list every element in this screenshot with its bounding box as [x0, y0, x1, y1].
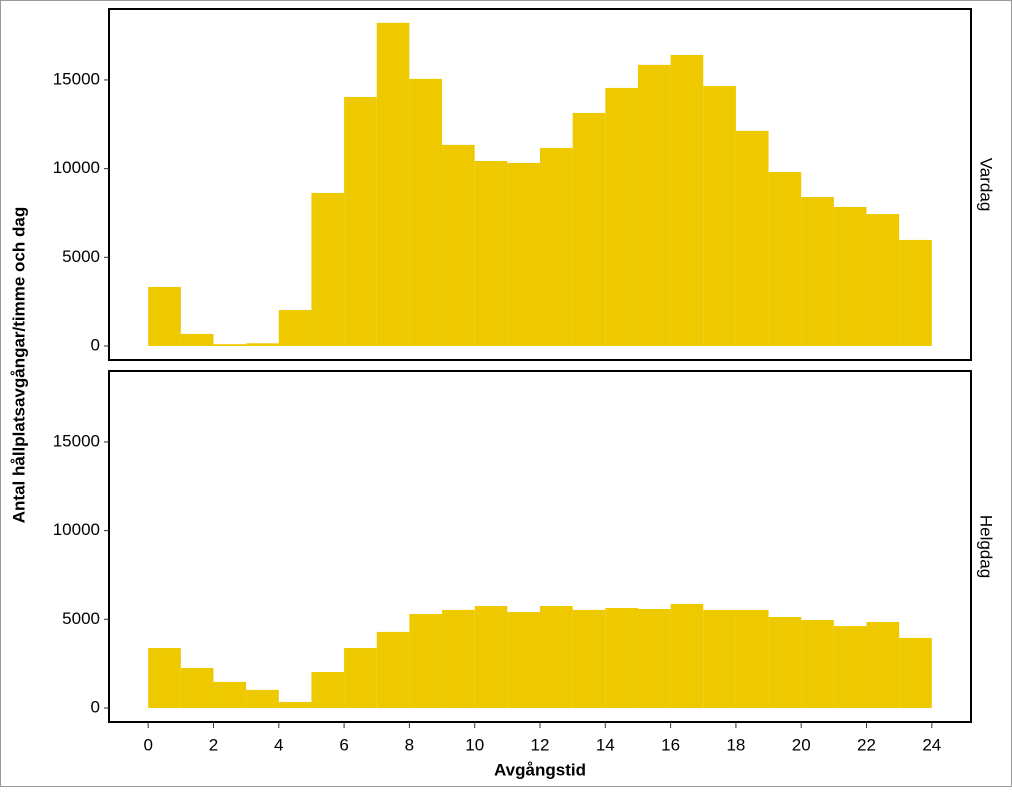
bar	[344, 648, 377, 708]
x-tick-label: 10	[465, 735, 484, 754]
x-tick-label: 12	[531, 735, 550, 754]
bar	[866, 214, 900, 346]
bar	[180, 667, 214, 708]
x-axis-label: Avgångstid	[494, 760, 586, 779]
x-tick-label: 20	[792, 735, 811, 754]
bar	[670, 54, 704, 346]
x-tick-label: 16	[661, 735, 680, 754]
bar	[376, 22, 410, 346]
bar	[474, 606, 508, 708]
bar	[866, 621, 900, 708]
bar	[540, 606, 573, 708]
bar	[768, 171, 802, 346]
bar	[278, 701, 312, 708]
y-tick-label: 10000	[53, 158, 100, 177]
y-tick-label: 15000	[53, 69, 100, 88]
x-tick-label: 14	[596, 735, 615, 754]
bar	[311, 671, 345, 708]
bar	[605, 87, 638, 346]
bar	[605, 607, 638, 708]
x-tick-label: 22	[857, 735, 876, 754]
bar	[735, 609, 769, 708]
facet-label: Helgdag	[977, 515, 996, 578]
bar	[148, 648, 181, 708]
y-axis-label: Antal hållplatsavgångar/timme och dag	[9, 207, 28, 523]
y-tick-label: 15000	[53, 431, 100, 450]
bar	[180, 333, 214, 346]
y-tick-label: 0	[91, 697, 100, 716]
bar	[311, 192, 345, 346]
bar	[899, 239, 932, 346]
bar	[703, 85, 736, 346]
x-tick-label: 4	[274, 735, 283, 754]
bar	[442, 609, 475, 708]
bar	[572, 112, 606, 346]
bar	[540, 147, 573, 346]
x-tick-label: 6	[339, 735, 348, 754]
bar	[213, 344, 247, 346]
bar	[213, 681, 247, 708]
x-tick-label: 18	[726, 735, 745, 754]
bar	[246, 343, 279, 346]
bar	[474, 160, 508, 346]
bar	[833, 626, 867, 708]
bar	[801, 620, 834, 708]
y-tick-label: 10000	[53, 520, 100, 539]
y-tick-label: 5000	[62, 247, 100, 266]
bar	[768, 617, 802, 708]
bar	[833, 206, 867, 346]
bar	[670, 603, 704, 708]
bar	[572, 609, 606, 708]
facet-label: Vardag	[977, 158, 996, 212]
bar	[442, 144, 475, 346]
bar	[703, 609, 736, 708]
panel-border	[108, 8, 972, 361]
y-tick-label: 5000	[62, 609, 100, 628]
bar	[376, 631, 410, 708]
x-tick-label: 8	[405, 735, 414, 754]
bar	[278, 309, 312, 346]
bar	[148, 286, 181, 346]
x-tick-label: 24	[922, 735, 941, 754]
bar	[507, 162, 540, 346]
bar	[507, 612, 540, 708]
bar	[637, 609, 671, 708]
bar	[409, 78, 443, 346]
bar	[637, 64, 671, 346]
y-tick-label: 0	[91, 335, 100, 354]
bar	[735, 130, 769, 346]
bar	[899, 637, 932, 708]
bar	[246, 689, 279, 708]
bar	[801, 197, 834, 346]
bar	[344, 96, 377, 346]
x-tick-label: 2	[209, 735, 218, 754]
x-tick-label: 0	[143, 735, 152, 754]
bar	[409, 613, 443, 708]
